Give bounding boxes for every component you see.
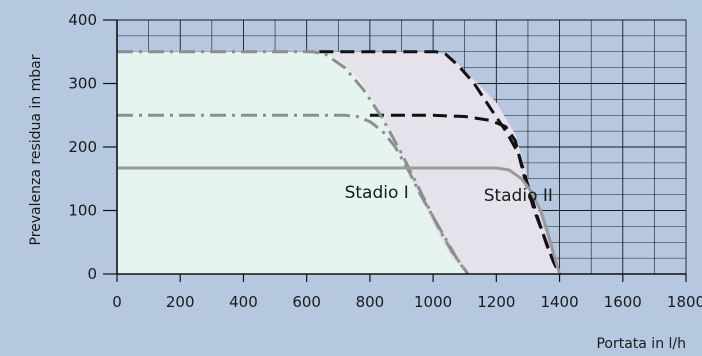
x-tick-label: 0 (112, 293, 122, 311)
x-tick-label: 1800 (667, 293, 702, 311)
x-tick-label: 1200 (477, 293, 515, 311)
plot-area: 0 100 200 300 400 0 200 400 600 800 1000 1200 1400 16… (68, 11, 702, 311)
x-tick-label: 1600 (604, 293, 642, 311)
x-tick-label: 200 (166, 293, 195, 311)
y-tick-label: 200 (68, 138, 97, 156)
y-axis-title: Prevalenza residua in mbar (28, 54, 44, 245)
curve-4 (117, 113, 470, 275)
x-tick-label: 1000 (414, 293, 452, 311)
x-tick-label: 600 (292, 293, 321, 311)
region-stadio-ii (319, 51, 560, 274)
y-tick-label: 400 (68, 11, 97, 29)
y-tick-label: 100 (68, 202, 97, 220)
region-label: Stadio I (345, 183, 409, 203)
region-label: Stadio II (484, 186, 553, 206)
y-tick-label: 300 (68, 75, 97, 93)
x-tick-label: 1400 (540, 293, 578, 311)
region-stadio-i (117, 51, 468, 274)
y-tick-label: 0 (87, 265, 97, 283)
x-tick-label: 400 (229, 293, 258, 311)
x-axis-title: Portata in l/h (596, 336, 686, 352)
curve-5 (117, 166, 562, 275)
curve-2 (369, 113, 561, 275)
x-tick-label: 800 (356, 293, 385, 311)
